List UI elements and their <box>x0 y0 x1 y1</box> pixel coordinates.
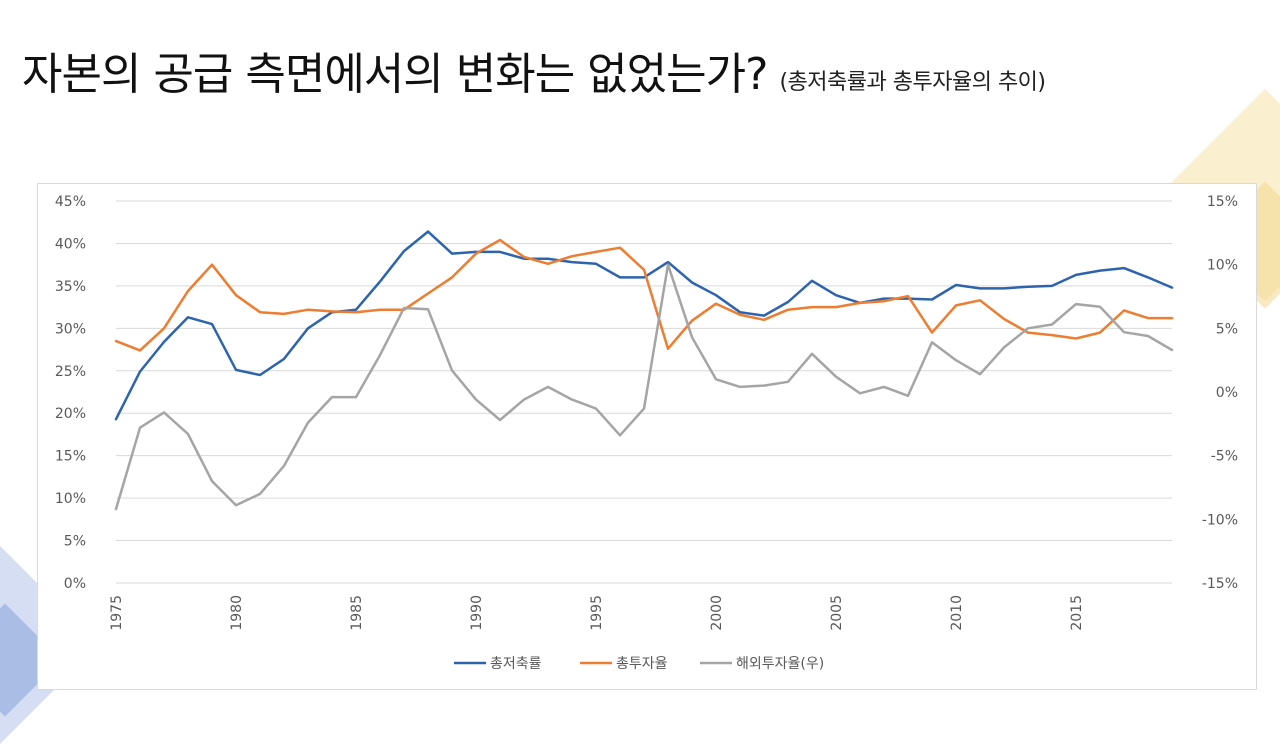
legend-item-investment-rate: 총투자율 <box>580 656 668 672</box>
x-tick-label: 1985 <box>349 595 365 631</box>
legend-label: 해외투자율(우) <box>736 656 824 672</box>
line-chart: 0% 5% 10% 15% 20% 25% 30% 35% 40% 45% -15% -10% -5%… <box>55 194 1238 672</box>
y-right-tick-label: 10% <box>1207 258 1238 274</box>
x-tick-label: 1980 <box>229 595 245 631</box>
x-tick-label: 2010 <box>949 595 965 631</box>
y-left-tick-label: 25% <box>55 364 86 380</box>
y-right-tick-label: -15% <box>1202 576 1238 592</box>
series-line-foreign-investment-rate <box>114 263 1174 511</box>
series-line-investment-rate <box>114 238 1174 352</box>
x-tick-label: 2000 <box>709 595 725 631</box>
y-right-tick-label: 5% <box>1216 321 1238 337</box>
y-right-tick-label: -5% <box>1211 449 1238 465</box>
y-left-tick-label: 0% <box>64 576 86 592</box>
y-left-tick-label: 10% <box>55 491 86 507</box>
y-left-tick-label: 45% <box>55 194 86 210</box>
y-right-tick-label: 0% <box>1216 385 1238 401</box>
y-left-tick-label: 30% <box>55 321 86 337</box>
series-line-saving-rate <box>114 230 1174 421</box>
y-right-tick-label: 15% <box>1207 194 1238 210</box>
chart-area: 0% 5% 10% 15% 20% 25% 30% 35% 40% 45% -15% -10% -5%… <box>37 183 1257 690</box>
y-left-tick-label: 15% <box>55 449 86 465</box>
x-tick-label: 1995 <box>589 595 605 631</box>
x-tick-label: 2005 <box>829 595 845 631</box>
y-left-tick-label: 20% <box>55 406 86 422</box>
x-tick-label: 1990 <box>469 595 485 631</box>
legend-label: 총투자율 <box>616 656 668 672</box>
y-left-tick-label: 35% <box>55 279 86 295</box>
slide-subtitle: (총저축률과 총투자율의 추이) <box>779 70 1046 95</box>
slide-title: 자본의 공급 측면에서의 변화는 없었는가? <box>22 49 768 100</box>
y-right-tick-label: -10% <box>1202 512 1238 528</box>
x-tick-label: 1975 <box>109 595 125 631</box>
legend-label: 총저축률 <box>490 656 542 672</box>
legend-item-foreign-investment-rate: 해외투자율(우) <box>700 656 824 672</box>
slide-title-row: 자본의 공급 측면에서의 변화는 없었는가? (총저축률과 총투자율의 추이) <box>22 38 1270 102</box>
legend-item-saving-rate: 총저축률 <box>454 656 542 672</box>
y-left-tick-label: 5% <box>64 534 86 550</box>
x-tick-label: 2015 <box>1069 595 1085 631</box>
y-left-tick-label: 40% <box>55 236 86 252</box>
